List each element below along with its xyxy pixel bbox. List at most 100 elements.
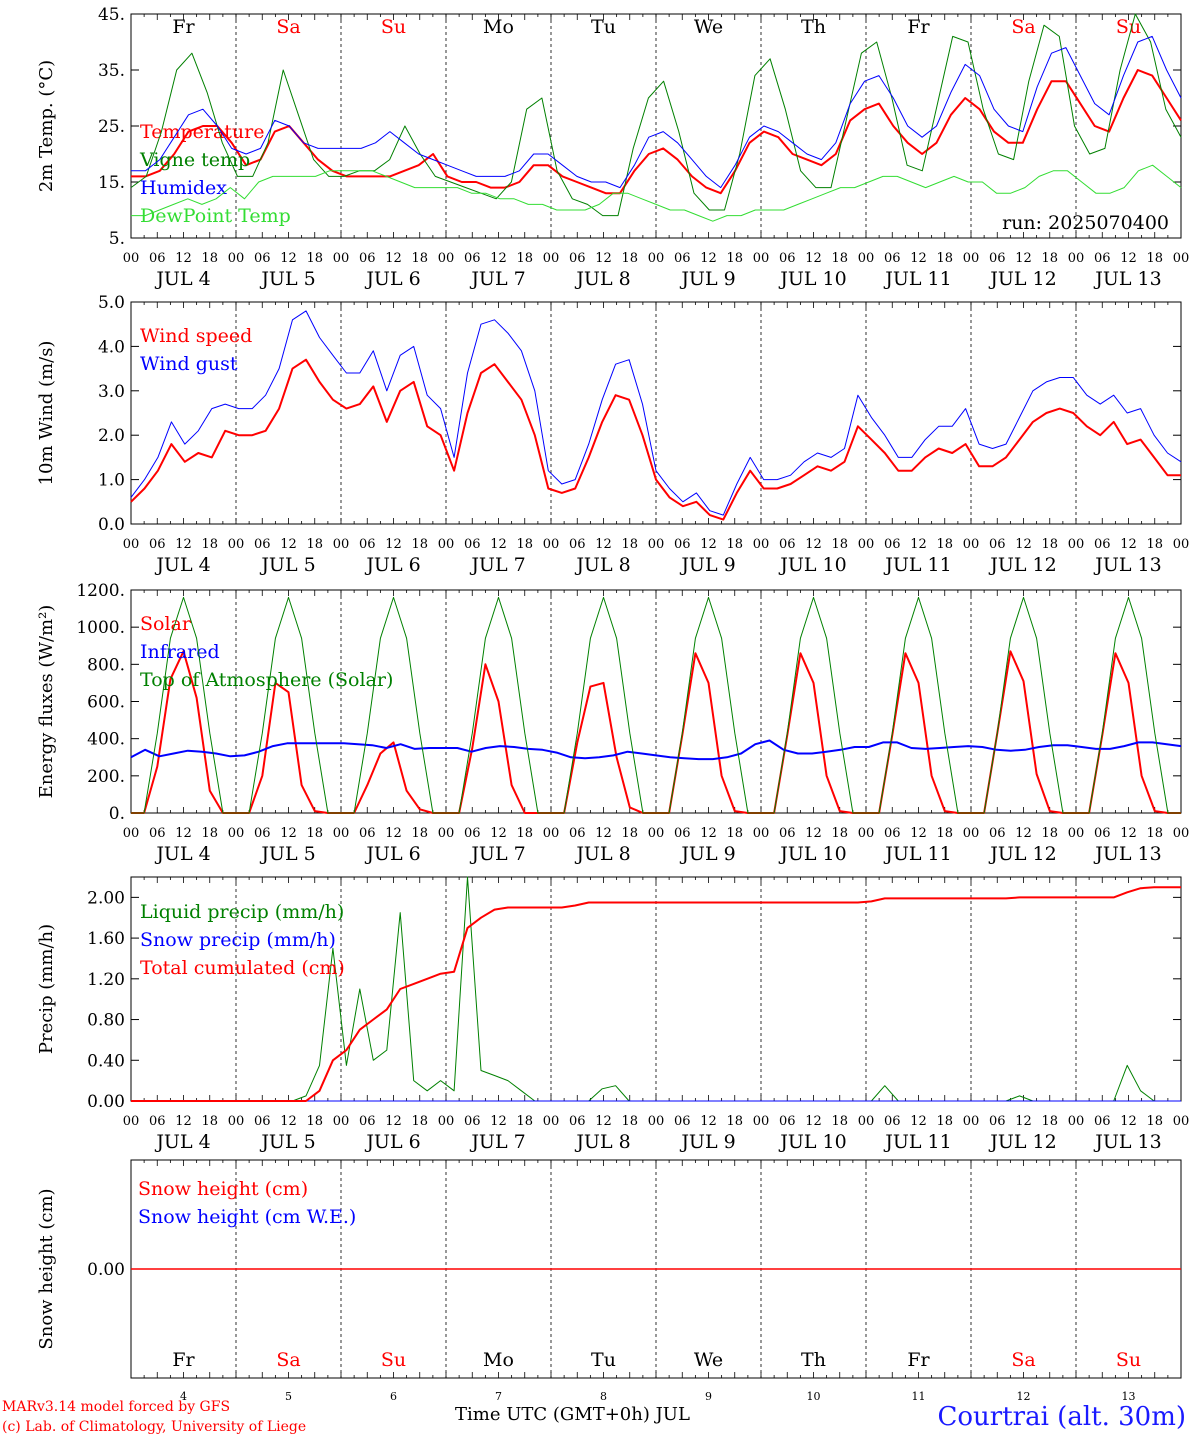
x-date-label: JUL 10 xyxy=(778,268,846,290)
x-hour-label: 12 xyxy=(280,537,297,552)
x-hour-label: 06 xyxy=(254,826,271,841)
x-hour-label: 18 xyxy=(936,826,953,841)
x-hour-label: 00 xyxy=(753,251,770,266)
x-day-number: 7 xyxy=(495,1390,502,1403)
x-hour-label: 06 xyxy=(464,537,481,552)
x-hour-label: 18 xyxy=(1146,1114,1163,1129)
x-hour-label: 06 xyxy=(989,1114,1006,1129)
x-hour-label: 12 xyxy=(175,537,192,552)
y-tick-label: 0.40 xyxy=(87,1051,125,1071)
x-date-label: JUL 12 xyxy=(988,1131,1056,1153)
weekday-label: Fr xyxy=(907,16,930,38)
x-hour-label: 06 xyxy=(1094,537,1111,552)
y-tick-label: 0.00 xyxy=(87,1092,125,1112)
x-date-label: JUL 11 xyxy=(883,554,951,576)
x-day-number: 8 xyxy=(600,1390,607,1403)
weekday-label: Sa xyxy=(1011,1349,1035,1371)
x-date-label: JUL 7 xyxy=(469,843,525,865)
lab-credit: (c) Lab. of Climatology, University of L… xyxy=(2,1419,307,1435)
x-hour-label: 00 xyxy=(648,537,665,552)
y-tick-label: 45. xyxy=(98,5,125,25)
x-hour-label: 12 xyxy=(490,251,507,266)
x-hour-label: 12 xyxy=(910,537,927,552)
x-hour-label: 00 xyxy=(858,826,875,841)
x-date-label: JUL 6 xyxy=(364,1131,420,1153)
series-line-humidex xyxy=(131,35,1182,189)
x-date-label: JUL 5 xyxy=(259,554,315,576)
x-hour-label: 06 xyxy=(464,251,481,266)
x-hour-label: 00 xyxy=(963,251,980,266)
x-hour-label: 00 xyxy=(1173,1114,1190,1129)
x-date-label: JUL 7 xyxy=(469,268,525,290)
x-hour-label: 00 xyxy=(963,537,980,552)
x-hour-label: 00 xyxy=(123,1114,140,1129)
y-tick-label: 5.0 xyxy=(98,293,125,313)
weekday-label: Su xyxy=(1116,16,1141,38)
x-hour-label: 06 xyxy=(359,1114,376,1129)
x-hour-label: 00 xyxy=(123,251,140,266)
x-date-label: JUL 13 xyxy=(1093,843,1161,865)
x-hour-label: 00 xyxy=(648,826,665,841)
legend-entry: Humidex xyxy=(140,177,227,199)
x-hour-label: 12 xyxy=(595,1114,612,1129)
x-hour-label: 00 xyxy=(648,1114,665,1129)
weekday-label: Th xyxy=(801,1349,826,1371)
run-annotation: run: 2025070400 xyxy=(1002,212,1169,234)
y-tick-label: 3.0 xyxy=(98,382,125,402)
legend-entry: Temperature xyxy=(140,121,264,143)
x-hour-label: 12 xyxy=(700,251,717,266)
x-date-label: JUL 5 xyxy=(259,843,315,865)
y-tick-label: 200. xyxy=(87,767,125,787)
x-hour-label: 18 xyxy=(516,251,533,266)
x-hour-label: 12 xyxy=(385,251,402,266)
y-axis-label: Energy fluxes (W/m²) xyxy=(36,605,57,799)
x-hour-label: 00 xyxy=(228,1114,245,1129)
x-hour-label: 18 xyxy=(306,251,323,266)
x-hour-label: 12 xyxy=(805,537,822,552)
x-hour-label: 06 xyxy=(989,537,1006,552)
x-hour-label: 00 xyxy=(1173,826,1190,841)
x-hour-label: 06 xyxy=(359,537,376,552)
x-hour-label: 18 xyxy=(306,1114,323,1129)
x-hour-label: 00 xyxy=(438,251,455,266)
weekday-label: Tu xyxy=(591,1349,616,1371)
x-date-label: JUL 11 xyxy=(883,843,951,865)
x-hour-label: 12 xyxy=(595,251,612,266)
x-date-label: JUL 10 xyxy=(778,1131,846,1153)
y-axis-label: Precip (mm/h) xyxy=(36,924,57,1054)
x-hour-label: 06 xyxy=(359,826,376,841)
x-day-number: 11 xyxy=(912,1390,926,1403)
x-hour-label: 00 xyxy=(333,537,350,552)
x-hour-label: 06 xyxy=(674,251,691,266)
y-tick-label: 25. xyxy=(98,117,125,137)
x-hour-label: 12 xyxy=(700,1114,717,1129)
x-hour-label: 12 xyxy=(1120,537,1137,552)
x-date-label: JUL 13 xyxy=(1093,1131,1161,1153)
x-hour-label: 18 xyxy=(831,537,848,552)
x-hour-label: 06 xyxy=(569,537,586,552)
y-tick-label: 15. xyxy=(98,173,125,193)
x-date-label: JUL 9 xyxy=(679,554,735,576)
y-tick-label: 600. xyxy=(87,693,125,713)
panel-energy: 0. 200. 400. 600. 800. 1000. 1200. Energy fluxe… xyxy=(36,581,1189,865)
x-hour-label: 00 xyxy=(858,537,875,552)
legend-entry: Liquid precip (mm/h) xyxy=(140,901,344,923)
y-axis-label: 10m Wind (m/s) xyxy=(36,341,57,486)
x-hour-label: 18 xyxy=(516,826,533,841)
x-hour-label: 12 xyxy=(910,251,927,266)
x-date-label: JUL 7 xyxy=(469,554,525,576)
x-hour-label: 18 xyxy=(726,251,743,266)
x-hour-label: 18 xyxy=(201,537,218,552)
x-hour-label: 00 xyxy=(858,1114,875,1129)
x-date-label: JUL 5 xyxy=(259,268,315,290)
x-hour-label: 18 xyxy=(726,826,743,841)
x-date-label: JUL 8 xyxy=(574,268,630,290)
x-hour-label: 06 xyxy=(779,251,796,266)
x-hour-label: 12 xyxy=(490,1114,507,1129)
x-hour-label: 00 xyxy=(1068,826,1085,841)
x-hour-label: 18 xyxy=(1041,826,1058,841)
x-hour-label: 00 xyxy=(963,826,980,841)
x-hour-label: 18 xyxy=(936,1114,953,1129)
y-tick-label: 0.80 xyxy=(87,1011,125,1031)
